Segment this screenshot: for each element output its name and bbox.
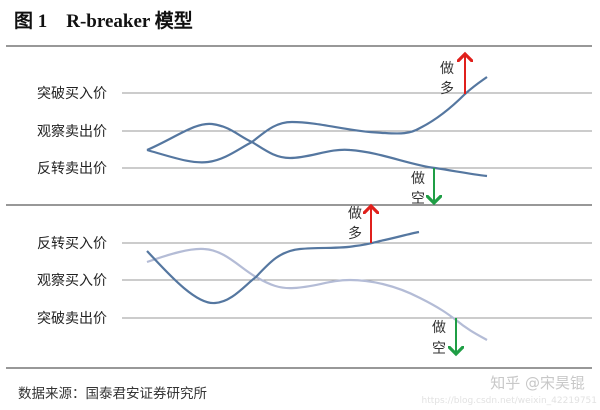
level-label-reverse-buy: 反转买入价 [37,236,107,252]
level-label-observe-sell: 观察卖出价 [37,123,107,140]
level-label-breakout-sell: 突破卖出价 [37,311,107,327]
short-label-1: 做 [411,171,425,187]
short-label-2: 空 [432,341,446,357]
price-path-falling [146,122,488,178]
figure-title: 图 1 R-breaker 模型 [14,9,193,32]
long-label-2: 多 [348,225,362,242]
level-label-observe-buy: 观察买入价 [37,272,107,289]
watermark-csdn: https://blog.csdn.net/weixin_42219751 [421,396,597,406]
short-label-1: 做 [432,320,446,336]
watermark-zhihu: 知乎 @宋昊锟 [490,374,585,392]
top-panel: 突破买入价 观察卖出价 反转卖出价 做 多 做 空 [37,54,592,207]
price-path-rising [146,76,488,164]
price-path-rising [146,230,420,305]
level-label-breakout-buy: 突破买入价 [37,86,107,102]
long-label-1: 做 [348,206,362,222]
bottom-panel: 反转买入价 观察买入价 突破卖出价 做 多 做 空 [37,206,592,357]
long-label-1: 做 [440,61,454,77]
short-label-2: 空 [411,191,425,207]
price-path-falling [146,247,488,341]
level-label-reverse-sell: 反转卖出价 [37,161,107,177]
source-note: 数据来源：国泰君安证券研究所 [18,386,207,402]
long-label-2: 多 [440,80,454,97]
